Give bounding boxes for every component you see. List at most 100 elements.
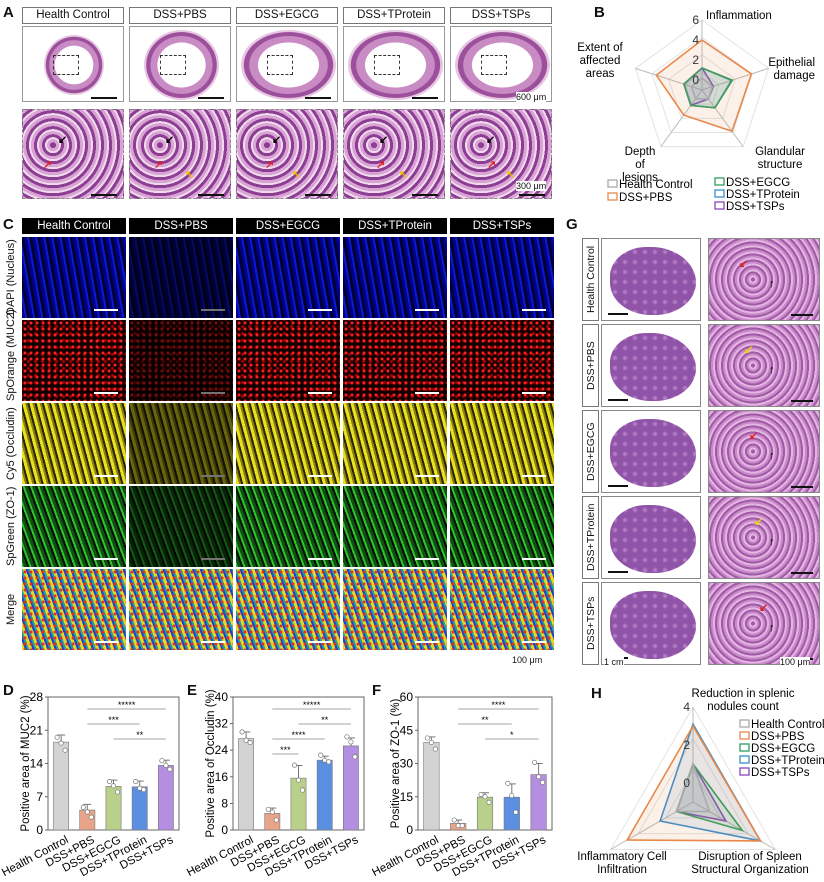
legend-swatch bbox=[739, 755, 750, 764]
data-point bbox=[58, 740, 64, 746]
scale-bar bbox=[201, 475, 225, 477]
scale-bar bbox=[522, 309, 546, 311]
scale-label-1cm: 1 cm bbox=[604, 657, 624, 667]
y-tick-label: 14 bbox=[30, 757, 44, 771]
data-point bbox=[352, 754, 358, 760]
column-header: DSS+TSPs bbox=[450, 218, 554, 234]
scale-bar bbox=[308, 309, 332, 311]
red-arrow-icon: ↗ bbox=[265, 159, 275, 171]
data-point bbox=[84, 809, 90, 815]
significance-label: ***** bbox=[303, 700, 321, 710]
red-arrow-icon: ↗ bbox=[154, 159, 164, 171]
legend-swatch bbox=[739, 767, 750, 776]
y-tick-label: 0 bbox=[221, 823, 228, 837]
data-point bbox=[478, 791, 484, 798]
black-arrow-icon: ↑ bbox=[769, 622, 775, 634]
fluorescence-image bbox=[450, 486, 554, 567]
significance-label: *** bbox=[280, 745, 291, 755]
data-point bbox=[141, 787, 147, 793]
data-point bbox=[114, 789, 121, 795]
grid-ring bbox=[637, 737, 749, 835]
legend-swatch bbox=[714, 189, 725, 198]
spleen-tissue bbox=[610, 419, 696, 487]
bar bbox=[158, 765, 174, 831]
legend-entry: DSS+EGCG bbox=[726, 177, 790, 189]
yellow-arrow-icon: ↖ bbox=[292, 169, 302, 181]
red-arrow-icon: ↙ bbox=[739, 258, 749, 270]
y-axis-label: Positive area of MUC2 (%) bbox=[20, 695, 32, 831]
data-point bbox=[133, 779, 139, 785]
spleen-gross-image bbox=[601, 238, 701, 321]
fluorescence-image bbox=[343, 486, 447, 567]
axis-label: Inflammatory Cell Infiltration bbox=[577, 851, 666, 876]
row-label: Cy5 (Occludin) bbox=[5, 407, 17, 480]
data-point bbox=[110, 783, 117, 789]
panel-label-b: B bbox=[594, 4, 605, 21]
yellow-arrow-icon: ↙ bbox=[754, 516, 764, 528]
colon-section-overview bbox=[450, 26, 552, 102]
spleen-tissue bbox=[610, 247, 696, 315]
black-arrow-icon: ↙ bbox=[58, 134, 68, 146]
black-arrow-icon: ↙ bbox=[272, 134, 282, 146]
data-point bbox=[486, 799, 492, 805]
fluorescence-image bbox=[22, 569, 126, 650]
spleen-histology-image: ↑ ↙ bbox=[708, 410, 820, 493]
fluorescence-image bbox=[22, 320, 126, 401]
column-header: DSS+TSPs bbox=[450, 7, 552, 24]
spleen-tissue bbox=[610, 505, 696, 573]
scale-bar bbox=[608, 485, 628, 487]
series-polygon bbox=[690, 76, 714, 100]
colon-section-overview bbox=[343, 26, 445, 102]
fluorescence-image bbox=[450, 403, 554, 484]
fluorescence-image bbox=[236, 403, 340, 484]
axis-label: Epithelial damage bbox=[768, 57, 815, 82]
radial-tick-label: 2 bbox=[692, 53, 699, 67]
legend-entry: Health Control bbox=[751, 719, 824, 731]
colon-section-overview bbox=[22, 26, 124, 102]
scale-bar bbox=[522, 641, 546, 643]
radial-tick-label: 4 bbox=[683, 700, 690, 714]
data-point bbox=[273, 817, 279, 823]
black-arrow-icon: ↙ bbox=[379, 134, 389, 146]
red-arrow-icon: ↙ bbox=[749, 430, 759, 442]
panel-label-a: A bbox=[3, 4, 14, 21]
scale-bar bbox=[415, 392, 439, 394]
significance-label: ** bbox=[321, 715, 329, 725]
bar bbox=[53, 741, 69, 831]
significance-label: **** bbox=[491, 700, 506, 710]
data-point bbox=[243, 737, 249, 743]
column-header: DSS+TProtein bbox=[343, 218, 447, 234]
fluorescence-image bbox=[450, 569, 554, 650]
colon-cross-section bbox=[240, 30, 336, 100]
data-point bbox=[513, 809, 519, 815]
scale-bar bbox=[791, 314, 813, 316]
data-point bbox=[159, 758, 165, 764]
fluorescence-image bbox=[129, 569, 233, 650]
y-tick-label: 32 bbox=[215, 717, 229, 731]
fluorescence-image bbox=[22, 486, 126, 567]
significance-label: ** bbox=[136, 730, 144, 740]
fluorescence-image bbox=[343, 237, 447, 318]
fluorescence-image bbox=[129, 237, 233, 318]
row-label: Merge bbox=[5, 593, 17, 626]
spleen-tissue bbox=[610, 591, 696, 659]
column-header: DSS+PBS bbox=[129, 7, 231, 24]
row-label: DAPI (Nucleus) bbox=[5, 239, 17, 316]
data-point bbox=[540, 779, 546, 785]
legend-entry: DSS+EGCG bbox=[751, 743, 815, 755]
colon-cross-section bbox=[143, 30, 219, 100]
data-point bbox=[348, 739, 354, 745]
zoom-region-box bbox=[53, 55, 79, 75]
fluorescence-image bbox=[343, 320, 447, 401]
scale-bar bbox=[308, 475, 332, 477]
scale-bar bbox=[198, 97, 224, 99]
series-polygon bbox=[625, 724, 762, 842]
fluorescence-image bbox=[236, 569, 340, 650]
black-arrow-icon: ↑ bbox=[769, 536, 775, 548]
colon-section-zoom: ↙ ↖ ↗ bbox=[343, 109, 445, 199]
black-arrow-icon: ↑ bbox=[769, 364, 775, 376]
series-polygon bbox=[683, 67, 734, 109]
colon-section-zoom: ↙ ↗ bbox=[22, 109, 124, 199]
data-point bbox=[344, 734, 350, 740]
